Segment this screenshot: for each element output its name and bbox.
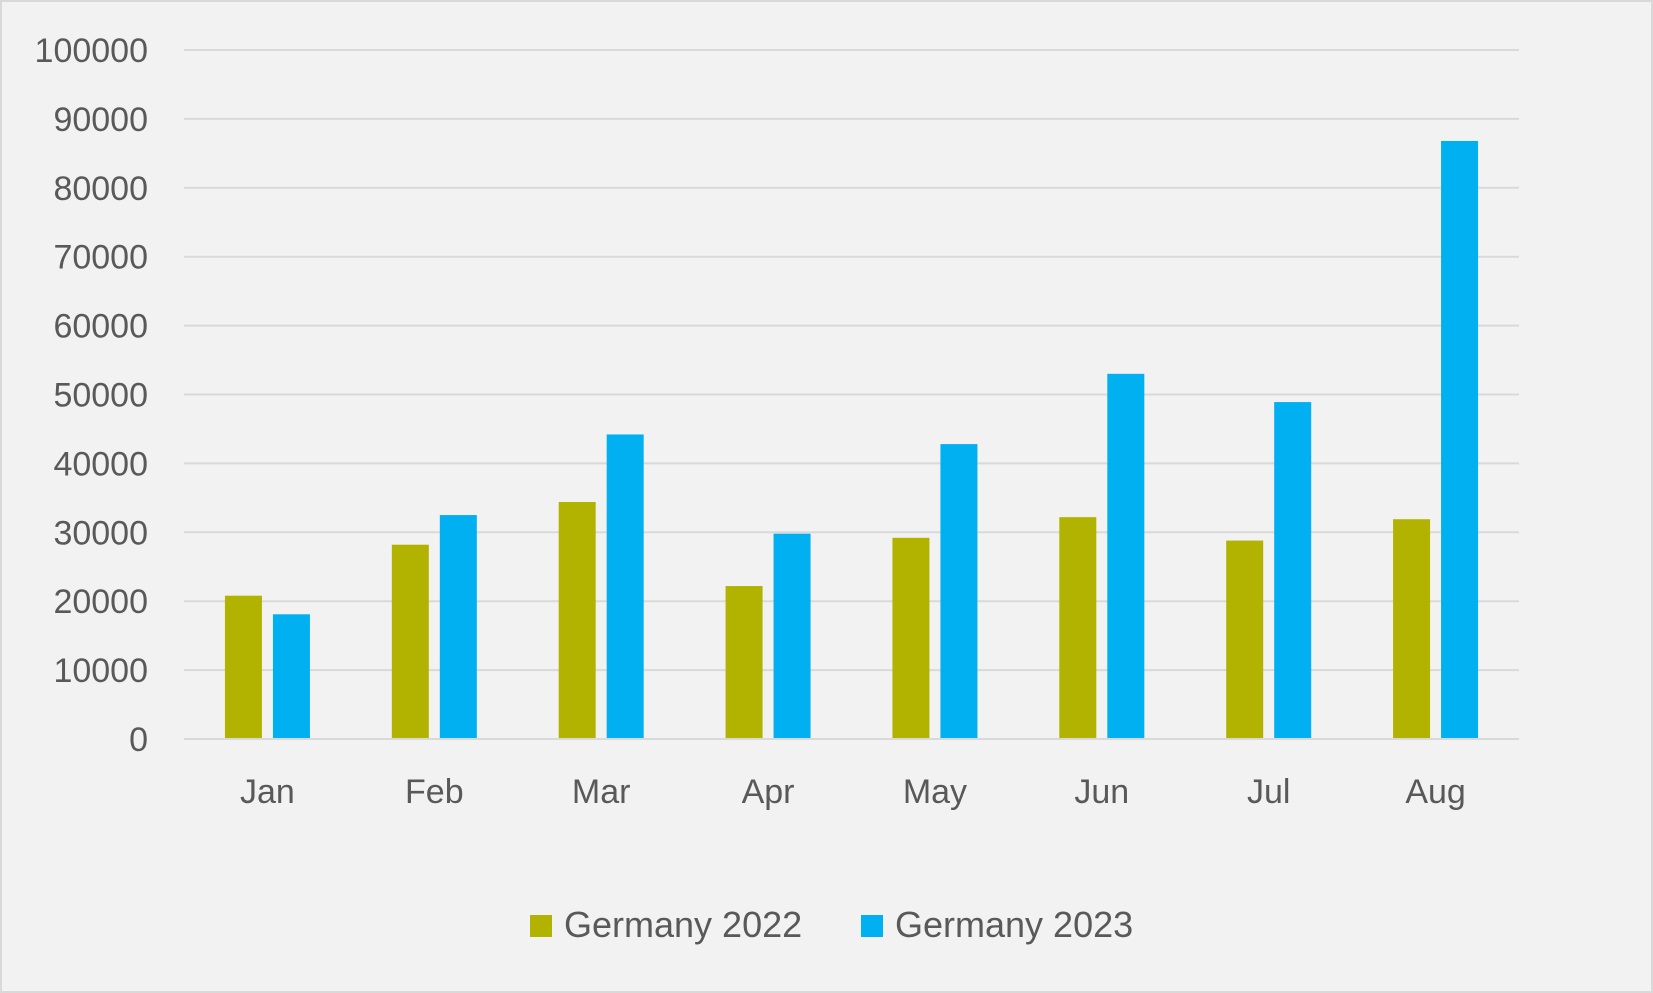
y-tick-label: 40000 xyxy=(53,445,148,483)
bar-feb-series-1 xyxy=(391,544,429,739)
y-tick-label: 70000 xyxy=(53,239,148,277)
bars xyxy=(184,140,1519,740)
y-tick-label: 0 xyxy=(129,721,148,759)
y-tick-label: 90000 xyxy=(53,101,148,139)
x-tick-label: Feb xyxy=(405,773,464,811)
bar-jun-series-1 xyxy=(1059,517,1097,739)
bar-jul-series-2 xyxy=(1274,402,1312,739)
bar-mar-series-2 xyxy=(606,434,644,739)
bar-jun-series-2 xyxy=(1107,373,1145,739)
legend-swatch-series-2 xyxy=(861,915,883,937)
y-tick-label: 50000 xyxy=(53,377,148,415)
bar-mar-series-1 xyxy=(558,501,596,739)
bar-may-series-2 xyxy=(940,444,978,739)
bar-jul-series-1 xyxy=(1226,540,1264,739)
bar-jan-series-2 xyxy=(272,614,310,739)
x-tick-label: May xyxy=(903,773,967,811)
legend-swatch-series-1 xyxy=(530,915,552,937)
y-tick-label: 30000 xyxy=(53,514,148,552)
x-tick-label: Jul xyxy=(1247,773,1290,811)
gridlines xyxy=(184,49,1519,740)
bar-apr-series-2 xyxy=(773,533,811,739)
x-tick-label: Jun xyxy=(1074,773,1129,811)
bar-jan-series-1 xyxy=(224,595,262,739)
x-tick-label: Aug xyxy=(1405,773,1466,811)
y-tick-label: 80000 xyxy=(53,170,148,208)
bar-aug-series-1 xyxy=(1393,519,1431,739)
bar-aug-series-2 xyxy=(1441,140,1479,739)
legend: Germany 2022 Germany 2023 xyxy=(530,904,1133,945)
bar-feb-series-2 xyxy=(439,515,477,739)
x-tick-label: Mar xyxy=(572,773,631,811)
y-tick-label: 100000 xyxy=(35,32,148,70)
legend-label-series-2: Germany 2023 xyxy=(895,904,1133,945)
bar-apr-series-1 xyxy=(725,586,763,739)
y-tick-label: 60000 xyxy=(53,308,148,346)
y-tick-label: 10000 xyxy=(53,652,148,690)
x-tick-label: Jan xyxy=(240,773,295,811)
legend-label-series-1: Germany 2022 xyxy=(564,904,802,945)
x-axis-ticks: Jan Feb Mar Apr May Jun Jul Aug xyxy=(240,773,1466,811)
y-tick-label: 20000 xyxy=(53,583,148,621)
x-tick-label: Apr xyxy=(742,773,795,811)
bar-may-series-1 xyxy=(892,537,930,739)
y-axis-ticks: 0 10000 20000 30000 40000 50000 60000 70000 8000… xyxy=(35,32,148,759)
